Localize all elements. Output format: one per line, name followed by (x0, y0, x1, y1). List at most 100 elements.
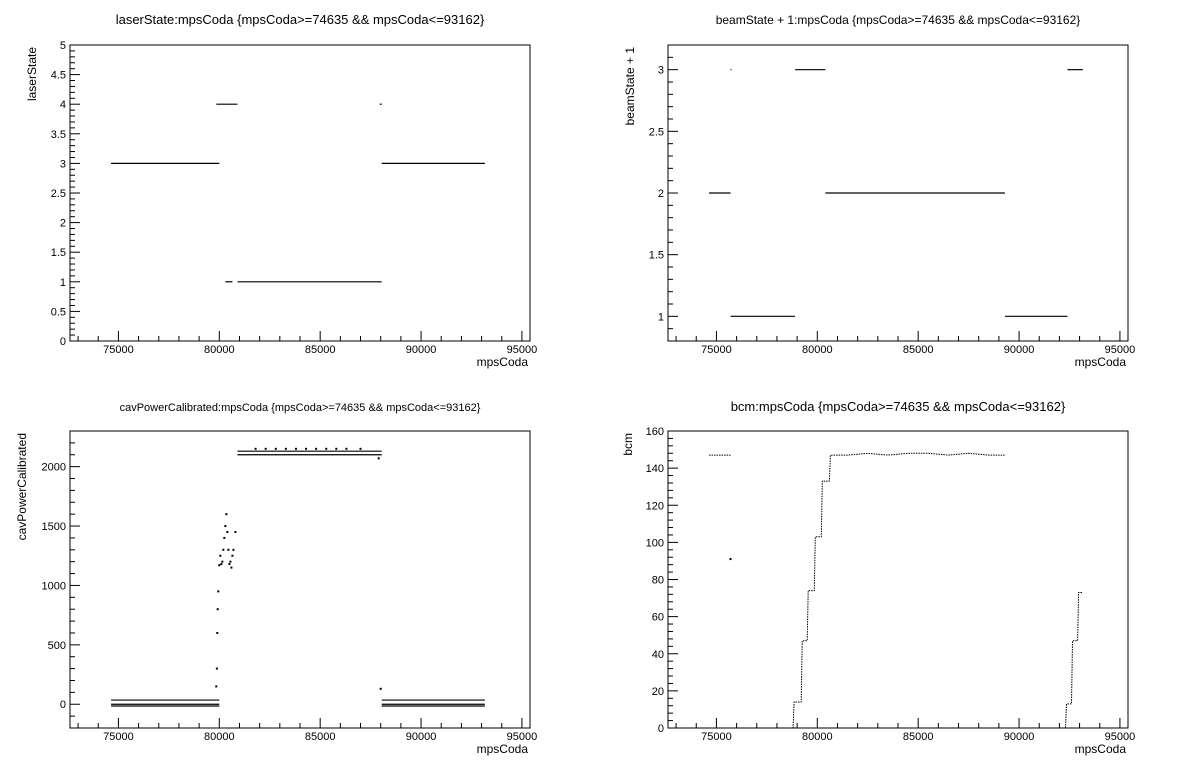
x-tick-label: 90000 (406, 344, 437, 356)
data-point (379, 687, 382, 690)
data-point (359, 447, 362, 450)
x-tick-label: 85000 (305, 731, 336, 743)
y-tick-label: 40 (652, 649, 664, 661)
y-tick-label: 4 (60, 99, 66, 111)
y-tick-label: 5 (60, 40, 66, 52)
x-tick-label: 75000 (103, 731, 134, 743)
data-point (219, 554, 222, 557)
y-tick-label: 0 (60, 699, 66, 711)
data-point (223, 536, 226, 539)
y-tick-label: 100 (646, 537, 664, 549)
data-point (231, 554, 234, 557)
data-point (325, 447, 328, 450)
data-point (254, 447, 257, 450)
x-tick-label: 80000 (802, 731, 833, 743)
data-point (294, 447, 297, 450)
chart-panel-4: bcm:mpsCoda {mpsCoda>=74635 && mpsCoda<=… (621, 399, 1135, 756)
y-tick-label: 20 (652, 686, 664, 698)
data-curve (1065, 592, 1083, 729)
x-axis-label: mpsCoda (1075, 355, 1127, 369)
x-tick-label: 95000 (1105, 344, 1136, 356)
data-point (315, 447, 318, 450)
data-point (345, 447, 348, 450)
data-point (274, 447, 277, 450)
data-point (215, 667, 218, 670)
data-point (284, 447, 287, 450)
data-point (218, 564, 221, 567)
data-point (229, 560, 232, 563)
x-tick-label: 90000 (1004, 344, 1035, 356)
chart-title: cavPowerCalibrated:mpsCoda {mpsCoda>=746… (120, 402, 481, 414)
plot-frame (69, 430, 531, 729)
y-tick-label: 2 (658, 188, 664, 200)
data-point (216, 631, 219, 634)
x-tick-label: 85000 (903, 344, 934, 356)
y-tick-label: 60 (652, 612, 664, 624)
x-tick-label: 75000 (701, 344, 732, 356)
y-tick-label: 0 (658, 723, 664, 735)
plot-frame (69, 44, 531, 342)
y-axis-label: laserState (25, 47, 39, 101)
x-tick-label: 80000 (204, 731, 235, 743)
y-tick-label: 1 (658, 311, 664, 323)
x-axis-label: mpsCoda (477, 742, 529, 756)
y-tick-label: 120 (646, 500, 664, 512)
x-tick-label: 75000 (701, 731, 732, 743)
chart-title: beamState + 1:mpsCoda {mpsCoda>=74635 &&… (716, 13, 1081, 27)
data-point (377, 457, 380, 460)
data-point (221, 560, 224, 563)
data-point (220, 563, 223, 566)
chart-title: laserState:mpsCoda {mpsCoda>=74635 && mp… (116, 12, 485, 27)
y-tick-label: 3.5 (51, 129, 66, 141)
x-tick-label: 85000 (305, 344, 336, 356)
y-tick-label: 1 (60, 277, 66, 289)
x-tick-label: 95000 (1105, 731, 1136, 743)
data-point (215, 685, 218, 688)
y-tick-label: 2 (60, 218, 66, 230)
y-tick-label: 0 (60, 336, 66, 348)
y-tick-label: 0.5 (51, 306, 66, 318)
data-point (217, 590, 220, 593)
y-tick-label: 3 (60, 158, 66, 170)
y-axis-label: beamState + 1 (623, 47, 637, 126)
y-tick-label: 500 (48, 640, 66, 652)
data-point (227, 548, 230, 551)
x-axis-label: mpsCoda (1075, 742, 1127, 756)
data-curve (792, 452, 1005, 729)
data-point (232, 548, 235, 551)
y-tick-label: 1.5 (51, 247, 66, 259)
y-tick-label: 1500 (42, 521, 66, 533)
data-point (226, 530, 229, 533)
x-tick-label: 95000 (507, 344, 538, 356)
data-point (225, 513, 228, 516)
data-point (222, 548, 225, 551)
y-tick-label: 4.5 (51, 70, 66, 82)
data-point (228, 563, 231, 566)
x-tick-label: 85000 (903, 731, 934, 743)
x-tick-label: 75000 (103, 344, 134, 356)
data-point (729, 558, 732, 561)
data-point (335, 447, 338, 450)
plot-frame (667, 430, 1129, 729)
y-axis-label: cavPowerCalibrated (15, 433, 29, 540)
y-tick-label: 3 (658, 65, 664, 77)
y-tick-label: 1000 (42, 580, 66, 592)
y-tick-label: 80 (652, 575, 664, 587)
chart-panel-2: beamState + 1:mpsCoda {mpsCoda>=74635 &&… (623, 13, 1135, 369)
x-tick-label: 90000 (1004, 731, 1035, 743)
data-point (264, 447, 267, 450)
y-tick-label: 2000 (42, 462, 66, 474)
x-tick-label: 90000 (406, 731, 437, 743)
y-tick-label: 2.5 (51, 188, 66, 200)
y-tick-label: 140 (646, 463, 664, 475)
y-tick-label: 2.5 (649, 126, 664, 138)
chart-panel-3: cavPowerCalibrated:mpsCoda {mpsCoda>=746… (15, 402, 537, 756)
chart-title: bcm:mpsCoda {mpsCoda>=74635 && mpsCoda<=… (731, 399, 1066, 414)
data-point (234, 530, 237, 533)
x-tick-label: 95000 (507, 731, 538, 743)
chart-panel-1: laserState:mpsCoda {mpsCoda>=74635 && mp… (25, 12, 537, 369)
data-point (305, 447, 308, 450)
y-tick-label: 1.5 (649, 250, 664, 262)
data-point (230, 566, 233, 569)
x-axis-label: mpsCoda (477, 355, 529, 369)
